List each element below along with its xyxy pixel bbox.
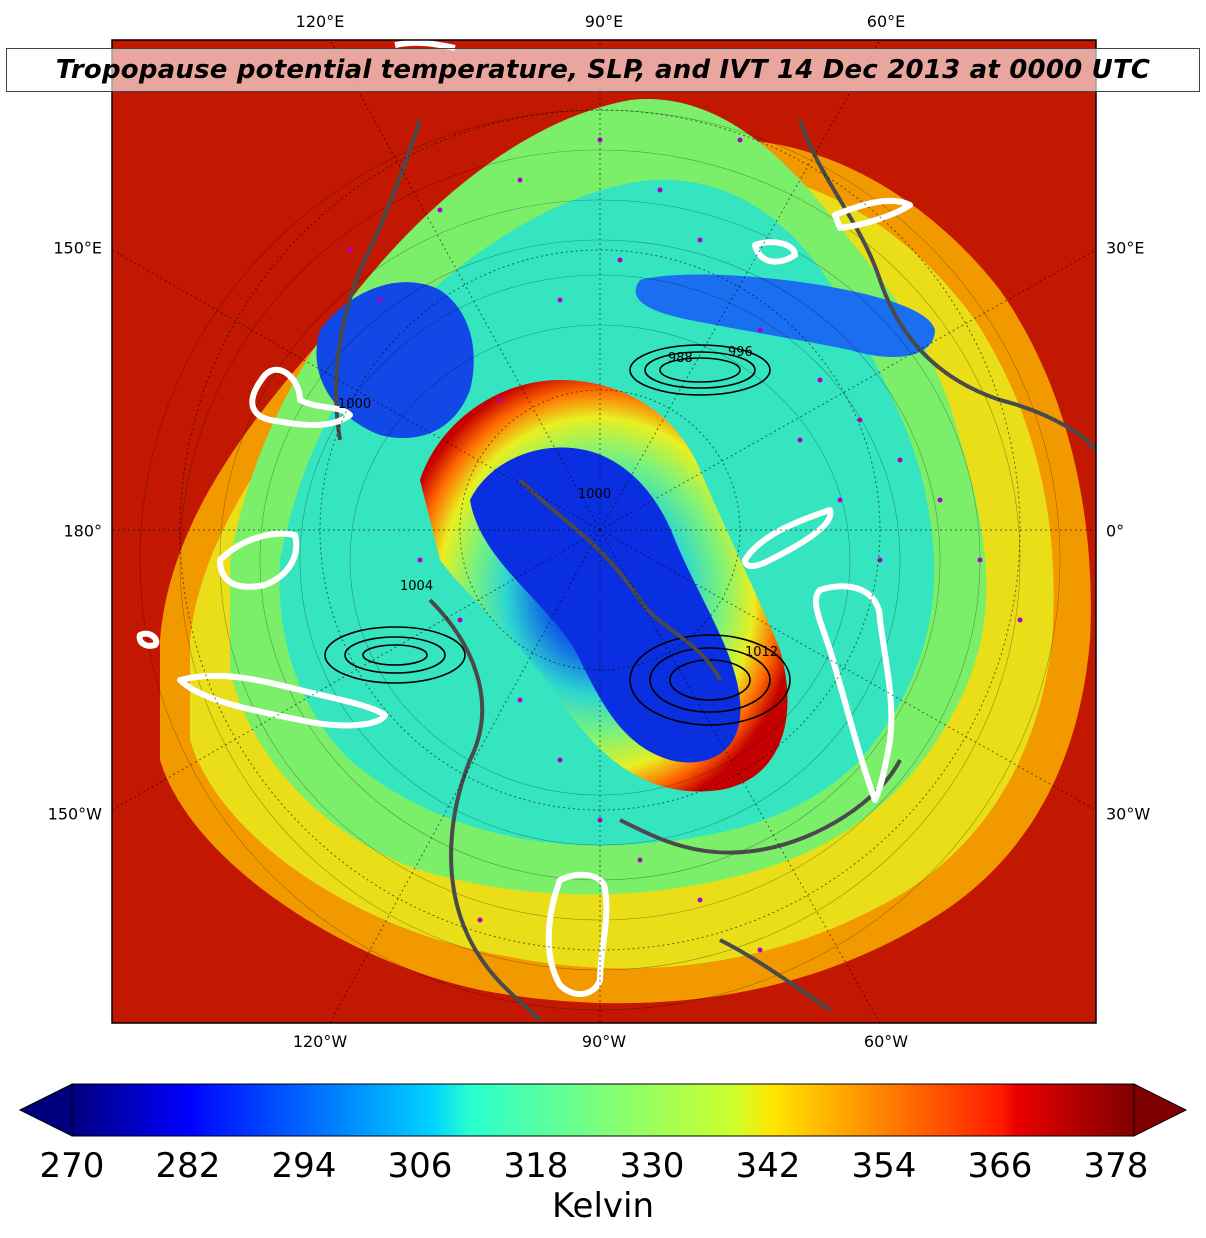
slp-label: 1000 (578, 487, 611, 502)
left-tick-label: 180° (63, 521, 102, 541)
map-panel: 988 996 1000 1000 1004 1012 (111, 39, 1097, 1024)
slp-label: 1004 (400, 579, 433, 594)
colorbar-tick-label: 342 (735, 1146, 801, 1186)
colorbar-tick-label: 330 (619, 1146, 685, 1186)
colorbar-tick-label: 366 (967, 1146, 1033, 1186)
map-frame (111, 39, 1097, 1024)
station-markers (347, 137, 1023, 953)
vortex-lobe-north (635, 274, 935, 358)
slp-labels: 988 996 1000 1000 1004 1012 (338, 345, 778, 660)
slp-label: 988 (668, 351, 693, 366)
bottom-tick-label: 120°W (292, 1032, 348, 1051)
graticule (112, 40, 1096, 1023)
left-tick-label: 150°E (53, 238, 102, 258)
map-title: Tropopause potential temperature, SLP, a… (55, 55, 1151, 85)
colorbar-tick-label: 354 (851, 1146, 917, 1186)
vortex-lobe-west (316, 282, 474, 438)
colorbar-tick-label: 318 (503, 1146, 569, 1186)
right-tick-label: 30°E (1106, 238, 1145, 258)
colorbar-gradient (71, 1083, 1135, 1137)
title-box: Tropopause potential temperature, SLP, a… (6, 48, 1200, 92)
slp-contours (324, 344, 791, 726)
top-tick-label: 90°E (584, 12, 624, 31)
colorbar-tick-label: 294 (271, 1146, 337, 1186)
colorbar-extend-max (1133, 1083, 1188, 1137)
slp-label: 1012 (745, 645, 778, 660)
left-tick-label: 150°W (47, 804, 102, 824)
right-tick-label: 30°W (1106, 804, 1151, 824)
colorbar-tick-label: 378 (1083, 1146, 1149, 1186)
bottom-tick-label: 60°W (863, 1032, 909, 1051)
slp-label: 996 (728, 345, 753, 360)
slp-label: 1000 (338, 397, 371, 412)
colorbar-extend-min (18, 1083, 73, 1137)
colorbar-unit-label: Kelvin (551, 1186, 655, 1226)
bottom-tick-label: 90°W (581, 1032, 627, 1051)
colorbar-tick-label: 270 (39, 1146, 105, 1186)
top-tick-label: 120°E (295, 12, 345, 31)
colorbar-tick-label: 306 (387, 1146, 453, 1186)
colorbar (18, 1083, 1188, 1137)
colorbar-tick-label: 282 (155, 1146, 221, 1186)
top-tick-label: 60°E (866, 12, 906, 31)
right-tick-label: 0° (1106, 521, 1125, 541)
